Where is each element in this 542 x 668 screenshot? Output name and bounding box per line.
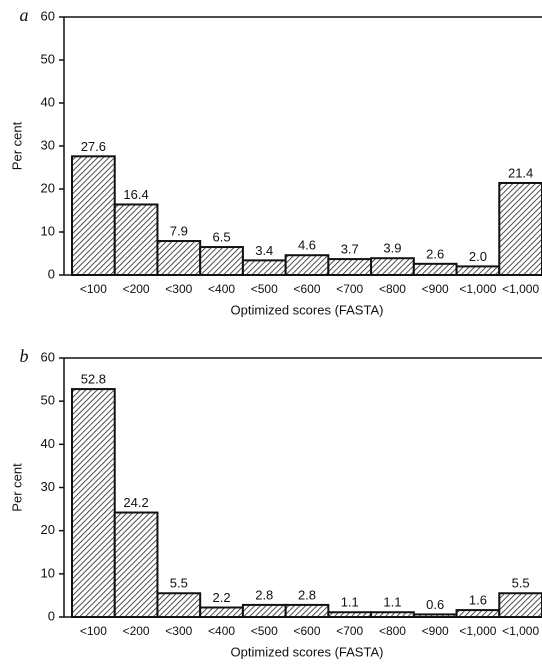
value-label: 27.6 [81,139,106,154]
y-tick-label: 0 [48,608,55,623]
bar [284,603,330,618]
panel-label: b [20,346,29,366]
bar [455,265,501,276]
bar [241,259,287,277]
bar [412,613,458,618]
value-label: 3.9 [383,241,401,256]
value-label: 5.5 [170,576,188,591]
value-label: 1.1 [341,595,359,610]
value-label: 1.6 [469,593,487,608]
y-tick-label: 20 [41,180,55,195]
x-tick-label: <800 [379,624,406,638]
y-axis-label: Per cent [9,121,24,170]
value-label: 6.5 [213,229,231,244]
bar [199,246,244,277]
bar [156,240,202,276]
x-tick-label: <200 [123,624,150,638]
x-tick-label: <900 [422,282,449,296]
x-tick-label: <500 [251,282,278,296]
y-tick-label: 60 [41,8,55,23]
y-tick-label: 10 [41,565,55,580]
bar [241,603,287,618]
value-label: 21.4 [508,165,533,180]
y-tick-label: 30 [41,479,55,494]
value-label: 4.6 [298,238,316,253]
bar [455,609,501,618]
panel-label: a [20,5,29,25]
value-label: 3.7 [341,242,359,257]
x-tick-label: <100 [80,624,107,638]
x-tick-label: <1,000 [502,624,539,638]
x-tick-label: <900 [422,624,449,638]
x-tick-label: <400 [208,624,235,638]
y-tick-label: 20 [41,522,55,537]
y-tick-label: 60 [41,349,55,364]
value-label: 52.8 [81,372,106,387]
bar [113,203,159,276]
bar [71,155,116,277]
x-tick-label: <600 [293,624,320,638]
y-axis-label: Per cent [9,463,24,512]
value-label: 7.9 [170,223,188,238]
value-label: 0.6 [426,597,444,612]
y-tick-label: 50 [41,393,55,408]
value-label: 2.2 [213,590,231,605]
bar [498,181,542,276]
x-tick-label: <800 [379,282,406,296]
bar [284,254,330,277]
y-tick-label: 30 [41,137,55,152]
value-label: 2.8 [298,587,316,602]
value-label: 2.6 [426,246,444,261]
value-label: 2.8 [255,587,273,602]
bar [412,262,458,277]
value-label: 2.0 [469,249,487,264]
x-axis-label: Optimized scores (FASTA) [231,644,384,659]
value-label: 5.5 [512,576,530,591]
bar [327,258,373,276]
x-tick-label: <1,000 [459,282,496,296]
x-axis-label: Optimized scores (FASTA) [231,302,384,317]
bar [370,611,415,618]
x-tick-label: <700 [336,282,363,296]
y-tick-label: 50 [41,51,55,66]
y-tick-label: 10 [41,223,55,238]
y-tick-label: 40 [41,94,55,109]
bar [113,511,159,619]
x-tick-label: <400 [208,282,235,296]
x-tick-label: <700 [336,624,363,638]
x-tick-label: <200 [123,282,150,296]
bar [156,592,202,619]
x-tick-label: <1,000 [459,624,496,638]
bar [370,257,415,277]
x-tick-label: <600 [293,282,320,296]
y-tick-label: 40 [41,436,55,451]
bar [498,592,542,619]
x-tick-label: <500 [251,624,278,638]
value-label: 3.4 [255,243,273,258]
x-tick-label: <300 [165,624,192,638]
bar [71,388,116,618]
x-tick-label: <1,000 [502,282,539,296]
bar [199,606,244,619]
x-tick-label: <300 [165,282,192,296]
bar [327,611,373,618]
y-tick-label: 0 [48,266,55,281]
value-label: 24.2 [123,495,148,510]
value-label: 1.1 [383,595,401,610]
value-label: 16.4 [123,187,148,202]
x-tick-label: <100 [80,282,107,296]
